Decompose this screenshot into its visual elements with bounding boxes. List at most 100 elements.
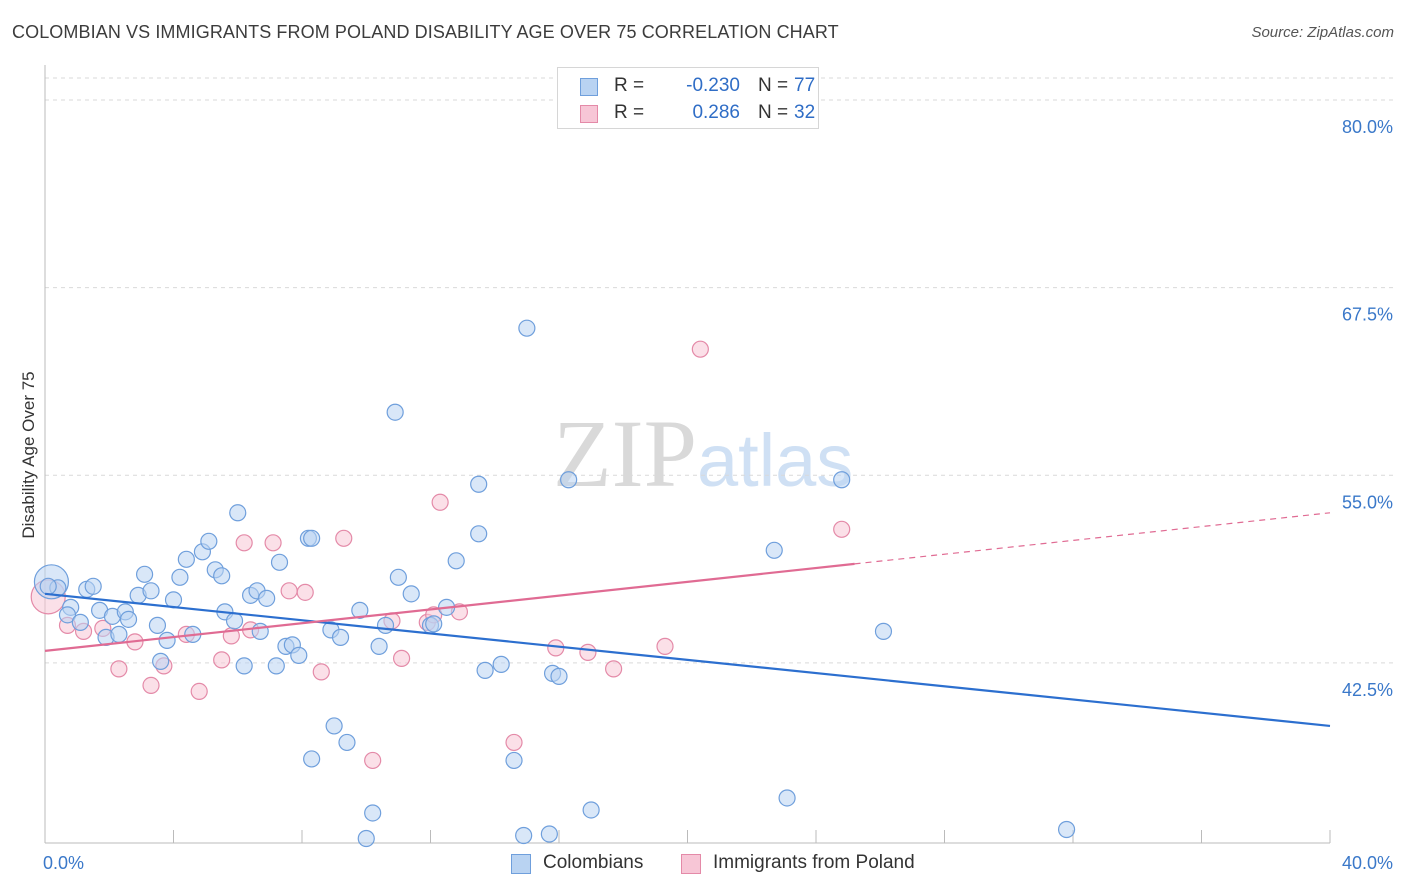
colombian-point — [874, 622, 893, 640]
legend-swatch-blue — [580, 78, 598, 96]
poland-point — [335, 529, 353, 547]
poland-point — [235, 534, 253, 552]
poland-point — [691, 340, 709, 358]
colombian-point — [470, 525, 488, 543]
colombian-point — [135, 565, 154, 583]
poland-point — [392, 649, 411, 667]
colombian-point — [119, 610, 138, 628]
correlation-legend: R = -0.230 N = 77 R = 0.286 N = 32 — [557, 67, 819, 129]
series-swatch-pink — [681, 854, 701, 874]
colombian-point — [229, 504, 247, 522]
poland-point — [296, 583, 314, 601]
colombian-point — [376, 616, 395, 634]
colombian-point — [515, 826, 533, 845]
colombian-point — [492, 655, 510, 673]
colombian-point — [225, 612, 244, 630]
y-tick-label: 42.5% — [1342, 680, 1393, 700]
colombian-point — [325, 717, 343, 735]
colombian-point — [303, 529, 321, 547]
chart-title: COLOMBIAN VS IMMIGRANTS FROM POLAND DISA… — [12, 22, 839, 42]
colombian-point — [1057, 820, 1076, 839]
colombian-point — [177, 550, 195, 568]
colombian-point — [351, 601, 369, 619]
poland-trend-line — [44, 562, 855, 652]
colombian-point — [71, 613, 89, 631]
x-tick-label: 0.0% — [43, 853, 84, 873]
colombian-point — [142, 582, 160, 600]
y-tick-label: 80.0% — [1342, 117, 1393, 137]
colombian-point — [148, 616, 167, 634]
legend-n-label: N = — [758, 102, 789, 123]
colombian-point — [833, 471, 851, 489]
poland-point — [364, 751, 382, 770]
colombian-point — [258, 589, 276, 607]
colombian-point — [582, 801, 600, 819]
series-label: Colombians — [543, 852, 644, 873]
colombian-point — [386, 403, 404, 421]
colombian-point — [200, 532, 218, 550]
watermark: ZIPatlas — [553, 398, 853, 509]
watermark-atlas: atlas — [697, 419, 854, 502]
legend-r-label: R = — [614, 75, 645, 96]
y-tick-label: 55.0% — [1342, 492, 1393, 512]
poland-point — [190, 682, 208, 701]
poland-point — [505, 733, 523, 752]
colombian-point — [518, 319, 536, 337]
x-tick-label: 40.0% — [1342, 853, 1393, 873]
colombian-point — [213, 567, 231, 585]
y-tick-label: 67.5% — [1342, 305, 1393, 325]
poland-trend-extension — [854, 512, 1331, 565]
colombian-point — [303, 750, 321, 768]
poland-point — [142, 676, 160, 694]
legend-r-value: -0.230 — [686, 75, 740, 96]
poland-point — [264, 534, 282, 552]
colombian-point — [84, 577, 102, 595]
colombian-point — [331, 628, 350, 646]
source-label: Source: ZipAtlas.com — [1251, 24, 1394, 41]
colombian-point — [171, 568, 189, 586]
colombian-point — [778, 789, 796, 807]
colombian-point — [158, 631, 176, 649]
colombian-point — [290, 646, 308, 664]
poland-point — [110, 660, 128, 678]
colombian-point — [540, 825, 558, 843]
legend-swatch-pink — [580, 105, 598, 123]
colombian-point — [39, 577, 57, 595]
poland-point — [280, 582, 298, 600]
colombian-point — [235, 657, 253, 675]
poland-point — [579, 643, 597, 661]
poland-point — [656, 637, 674, 655]
poland-point — [431, 493, 449, 511]
colombian-point — [251, 622, 269, 640]
legend-n-label: N = — [758, 75, 789, 96]
legend-n-value: 77 — [794, 75, 816, 96]
colombian-point — [476, 661, 494, 679]
colombian-point — [270, 553, 289, 571]
colombian-point — [505, 751, 523, 770]
colombian-point — [357, 829, 375, 848]
legend-n-value: 32 — [794, 102, 816, 123]
poland-point — [833, 520, 851, 538]
colombian-point — [152, 652, 170, 670]
colombian-point — [267, 657, 285, 675]
series-swatch-blue — [511, 854, 531, 874]
colombian-trend-line — [44, 592, 1331, 728]
watermark-zip: ZIP — [553, 400, 697, 507]
legend-r-label: R = — [614, 102, 645, 123]
legend-r-value: 0.286 — [692, 102, 740, 123]
colombian-point — [550, 667, 568, 685]
data-points — [30, 319, 1076, 848]
colombian-point — [338, 733, 356, 752]
series-label: Immigrants from Poland — [713, 852, 915, 873]
axes — [44, 65, 1331, 844]
poland-point — [312, 663, 330, 681]
grid — [45, 77, 1395, 664]
poland-point — [213, 651, 231, 669]
colombian-point — [370, 637, 388, 655]
colombian-point — [447, 552, 465, 570]
y-axis-title: Disability Age Over 75 — [19, 371, 38, 538]
colombian-point — [364, 804, 382, 822]
colombian-point — [58, 606, 77, 624]
colombian-point — [765, 541, 783, 559]
